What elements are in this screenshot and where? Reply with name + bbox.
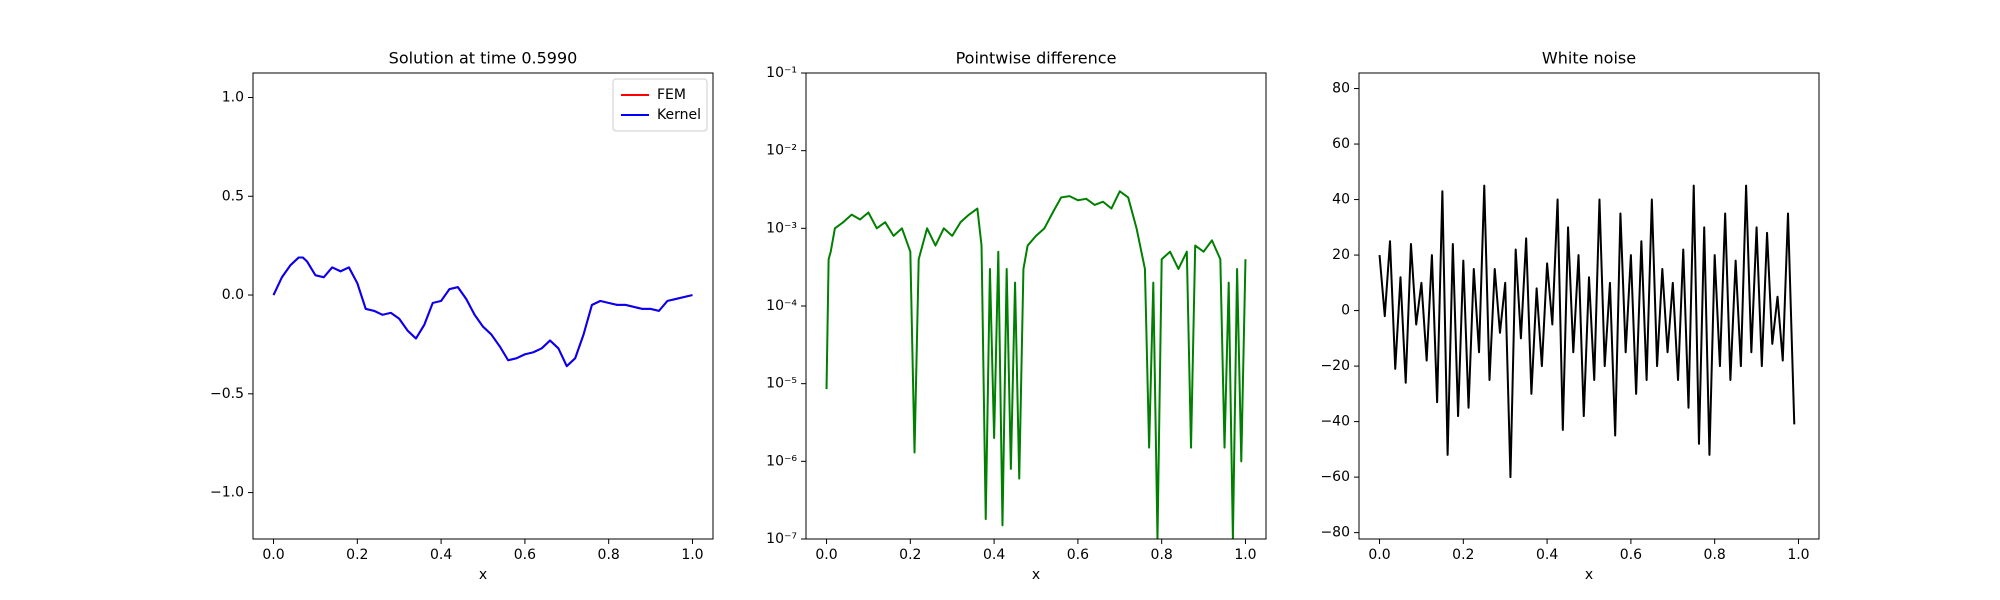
plot-area: [1378, 184, 1796, 479]
legend-box: [612, 78, 708, 132]
y-tick-label: 10⁻¹: [766, 65, 797, 81]
y-tick-label: 60: [1332, 136, 1350, 152]
chart-title: White noise: [1542, 49, 1636, 68]
x-axis-label: x: [1585, 567, 1593, 583]
x-tick-label: 0.2: [899, 547, 921, 563]
x-tick-label: 0.6: [1067, 547, 1089, 563]
x-tick-label: 1.0: [1787, 547, 1809, 563]
y-tick-label: −60: [1320, 469, 1350, 485]
y-tick-label: −40: [1320, 414, 1350, 430]
x-tick-label: 0.8: [1151, 547, 1173, 563]
data-line: [272, 256, 693, 368]
x-axis-label: x: [479, 567, 487, 583]
y-tick-label: −20: [1320, 358, 1350, 374]
x-tick-label: 0.2: [1452, 547, 1474, 563]
y-tick-label: 0.0: [222, 287, 244, 303]
x-tick-label: 1.0: [1234, 547, 1256, 563]
y-tick-label: −80: [1320, 525, 1350, 541]
legend-label: FEM: [657, 87, 686, 103]
data-line: [825, 190, 1247, 539]
chart-title: Pointwise difference: [956, 49, 1117, 68]
y-tick-label: 0.5: [222, 188, 244, 204]
y-tick-label: 40: [1332, 192, 1350, 208]
plot-area: [825, 190, 1247, 539]
y-tick-label: 0: [1341, 303, 1350, 319]
axes-frame: [1358, 72, 1820, 540]
x-tick-label: 0.0: [1368, 547, 1390, 563]
y-tick-label: 10⁻³: [766, 220, 797, 236]
y-tick-label: 80: [1332, 81, 1350, 97]
x-tick-label: 0.4: [430, 547, 452, 563]
data-line: [272, 256, 693, 368]
x-tick-label: 1.0: [681, 547, 703, 563]
x-tick-label: 0.8: [598, 547, 620, 563]
axes-frame: [805, 72, 1267, 540]
y-tick-label: 10⁻⁷: [766, 531, 797, 547]
y-tick-label: −0.5: [210, 386, 244, 402]
y-tick-label: −1.0: [210, 485, 244, 501]
legend-label: Kernel: [657, 107, 701, 123]
y-tick-label: 10⁻⁶: [766, 453, 797, 469]
y-tick-label: 1.0: [222, 89, 244, 105]
x-tick-label: 0.0: [262, 547, 284, 563]
chart-title: Solution at time 0.5990: [389, 49, 578, 68]
x-tick-label: 0.6: [1620, 547, 1642, 563]
x-tick-label: 0.0: [815, 547, 837, 563]
x-axis-label: x: [1032, 567, 1040, 583]
x-tick-label: 0.4: [1536, 547, 1558, 563]
x-tick-label: 0.6: [514, 547, 536, 563]
x-tick-label: 0.8: [1704, 547, 1726, 563]
y-tick-label: 10⁻²: [766, 143, 797, 159]
data-line: [1378, 184, 1796, 479]
x-tick-label: 0.4: [983, 547, 1005, 563]
y-tick-label: 10⁻⁵: [766, 376, 797, 392]
y-tick-label: 20: [1332, 247, 1350, 263]
y-tick-label: 10⁻⁴: [766, 298, 797, 314]
axes-frame: [252, 72, 714, 540]
plot-area: [272, 256, 693, 368]
x-tick-label: 0.2: [346, 547, 368, 563]
